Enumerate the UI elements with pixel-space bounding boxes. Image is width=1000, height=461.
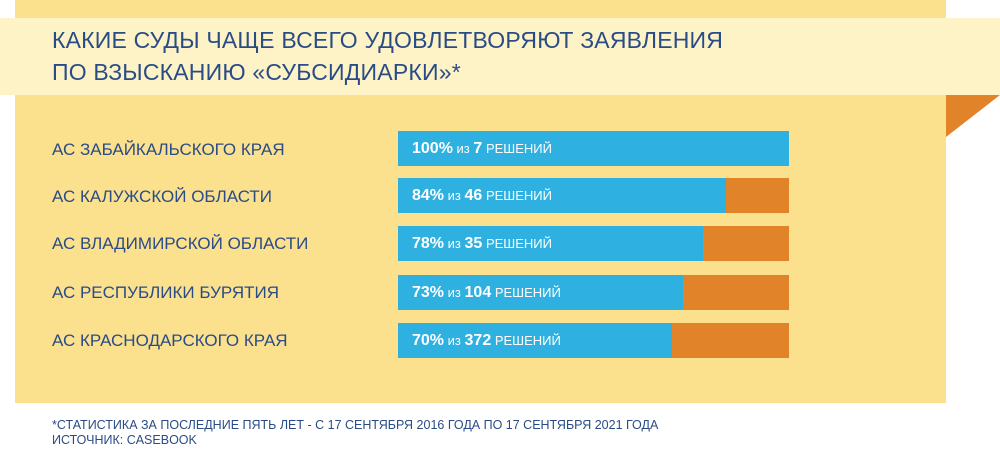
chart-title-line-2: ПО ВЗЫСКАНИЮ «СУБСИДИАРКИ»* bbox=[52, 59, 461, 85]
bar-satisfied bbox=[398, 323, 672, 358]
title-band bbox=[0, 18, 1000, 95]
percent-label: 73% bbox=[412, 284, 445, 301]
bar-track: 100% из 7 РЕШЕНИЙ bbox=[398, 131, 789, 166]
percent-label: 78% bbox=[412, 235, 445, 252]
bar-data-label: 100% из 7 РЕШЕНИЙ bbox=[412, 131, 552, 166]
total-count: 46 bbox=[464, 187, 483, 204]
bar-satisfied bbox=[398, 131, 789, 166]
footnote-period: *СТАТИСТИКА ЗА ПОСЛЕДНИЕ ПЯТЬ ЛЕТ - С 17… bbox=[52, 418, 659, 432]
total-count: 35 bbox=[464, 235, 483, 252]
bar-data-label: 78% из 35 РЕШЕНИЙ bbox=[412, 226, 552, 261]
corner-fold bbox=[946, 95, 1000, 137]
percent-label: 100% bbox=[412, 140, 453, 157]
bar-satisfied bbox=[398, 275, 684, 310]
total-count: 7 bbox=[473, 140, 483, 157]
chart-title-line-1: КАКИЕ СУДЫ ЧАЩЕ ВСЕГО УДОВЛЕТВОРЯЮТ ЗАЯВ… bbox=[52, 27, 724, 53]
bar-track: 78% из 35 РЕШЕНИЙ bbox=[398, 226, 789, 261]
bar-satisfied bbox=[398, 226, 703, 261]
bar-data-label: 84% из 46 РЕШЕНИЙ bbox=[412, 178, 552, 213]
bar-data-label: 73% из 104 РЕШЕНИЙ bbox=[412, 275, 561, 310]
of-word: из bbox=[447, 236, 461, 251]
bar-track: 70% из 372 РЕШЕНИЙ bbox=[398, 323, 789, 358]
total-count: 104 bbox=[464, 284, 492, 301]
unit-word: РЕШЕНИЙ bbox=[494, 285, 561, 300]
total-count: 372 bbox=[464, 332, 492, 349]
bar-track: 73% из 104 РЕШЕНИЙ bbox=[398, 275, 789, 310]
percent-label: 70% bbox=[412, 332, 445, 349]
footnote-source: ИСТОЧНИК: CASEBOOK bbox=[52, 433, 197, 447]
of-word: из bbox=[456, 141, 470, 156]
chart-title: КАКИЕ СУДЫ ЧАЩЕ ВСЕГО УДОВЛЕТВОРЯЮТ ЗАЯВ… bbox=[52, 24, 723, 88]
category-label: АС ЗАБАЙКАЛЬСКОГО КРАЯ bbox=[52, 140, 285, 159]
unit-word: РЕШЕНИЙ bbox=[485, 236, 552, 251]
of-word: из bbox=[447, 285, 461, 300]
percent-label: 84% bbox=[412, 187, 445, 204]
category-label: АС ВЛАДИМИРСКОЙ ОБЛАСТИ bbox=[52, 234, 309, 253]
unit-word: РЕШЕНИЙ bbox=[485, 141, 552, 156]
category-label: АС РЕСПУБЛИКИ БУРЯТИЯ bbox=[52, 283, 280, 302]
category-label: АС КРАСНОДАРСКОГО КРАЯ bbox=[52, 331, 288, 350]
bar-track: 84% из 46 РЕШЕНИЙ bbox=[398, 178, 789, 213]
of-word: из bbox=[447, 333, 461, 348]
of-word: из bbox=[447, 188, 461, 203]
category-label: АС КАЛУЖСКОЙ ОБЛАСТИ bbox=[52, 187, 273, 206]
unit-word: РЕШЕНИЙ bbox=[485, 188, 552, 203]
unit-word: РЕШЕНИЙ bbox=[494, 333, 561, 348]
bar-satisfied bbox=[398, 178, 727, 213]
bar-data-label: 70% из 372 РЕШЕНИЙ bbox=[412, 323, 561, 358]
